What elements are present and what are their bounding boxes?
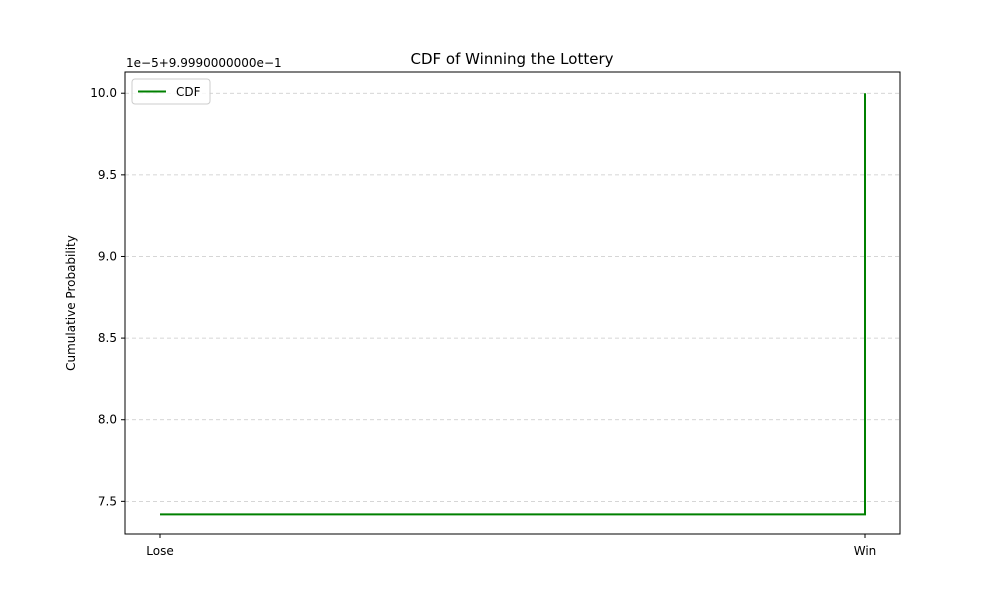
grid-lines xyxy=(125,92,900,502)
plot-area-frame xyxy=(124,71,901,535)
legend-box xyxy=(131,78,211,105)
x-axis-ticks: Lose Win xyxy=(146,534,876,558)
y-tick-label: 8.5 xyxy=(98,331,117,345)
series-line-cdf xyxy=(160,93,866,516)
legend: CDF xyxy=(131,78,211,105)
x-tick-label: Lose xyxy=(146,544,173,558)
y-tick-label: 10.0 xyxy=(90,86,117,100)
y-axis-label: Cumulative Probability xyxy=(64,235,78,371)
y-tick-label: 8.0 xyxy=(98,413,117,427)
y-axis-offset-label: 1e−5+9.9990000000e−1 xyxy=(126,56,282,70)
legend-label-cdf: CDF xyxy=(176,85,201,99)
chart-title: CDF of Winning the Lottery xyxy=(411,50,614,68)
series-layer xyxy=(160,93,866,516)
y-axis-ticks: 7.5 8.0 8.5 9.0 9.5 10.0 xyxy=(90,86,125,508)
y-tick-label: 9.5 xyxy=(98,168,117,182)
y-tick-label: 9.0 xyxy=(98,249,117,263)
y-tick-label: 7.5 xyxy=(98,494,117,508)
x-tick-label: Win xyxy=(854,544,877,558)
